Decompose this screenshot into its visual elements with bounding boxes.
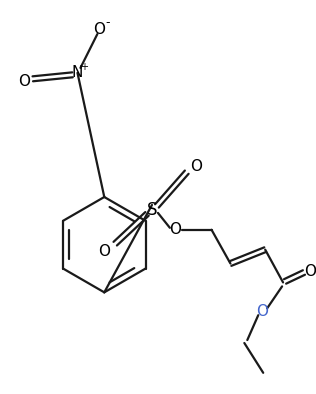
Text: O: O — [169, 222, 181, 237]
Text: O: O — [18, 74, 30, 89]
Text: O: O — [304, 264, 316, 279]
Text: N: N — [72, 65, 83, 80]
Text: +: + — [81, 62, 88, 72]
Text: O: O — [98, 244, 110, 259]
Text: O: O — [190, 159, 202, 174]
Text: O: O — [256, 304, 268, 319]
Text: O: O — [93, 22, 105, 37]
Text: -: - — [105, 16, 110, 29]
Text: S: S — [147, 201, 157, 219]
